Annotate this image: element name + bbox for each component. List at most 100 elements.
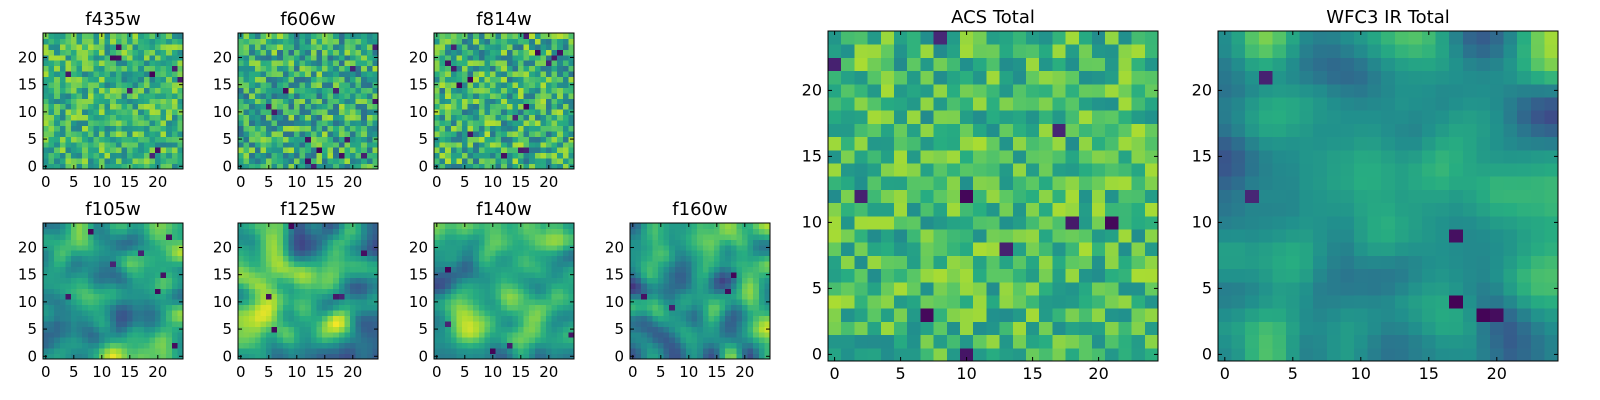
heatmap-cell (434, 348, 441, 355)
heatmap-cell (249, 158, 256, 165)
heatmap-cell (747, 271, 754, 278)
heatmap-cell (450, 223, 457, 229)
heatmap-cell (490, 65, 497, 72)
heatmap-cell (372, 98, 379, 105)
heatmap-cell (495, 87, 502, 94)
heatmap-cell (338, 326, 345, 333)
heatmap-cell (305, 348, 312, 355)
heatmap-cell (702, 326, 709, 333)
heatmap-cell (828, 163, 842, 177)
heatmap-cell (1118, 321, 1133, 336)
heatmap-cell (350, 130, 357, 137)
heatmap-cell (680, 288, 687, 295)
heatmap-cell (652, 261, 659, 268)
heatmap-cell (680, 299, 687, 306)
heatmap-cell (534, 293, 541, 300)
heatmap-cell (160, 152, 167, 159)
heatmap-cell (355, 271, 362, 278)
heatmap-cell (635, 310, 642, 316)
heatmap-cell (155, 98, 162, 105)
heatmap-cell (686, 342, 693, 349)
heatmap-cell (635, 348, 642, 355)
heatmap-cell (104, 342, 111, 349)
y-tick-label: 0 (418, 347, 428, 365)
heatmap-cell (484, 76, 491, 83)
heatmap-cell (518, 331, 525, 338)
heatmap-cell (467, 65, 474, 72)
heatmap-cell (177, 114, 184, 121)
heatmap-cell (557, 250, 564, 257)
heatmap-cell (121, 54, 128, 61)
heatmap-cell (171, 353, 178, 360)
heatmap-cell (160, 326, 167, 333)
heatmap-cell (568, 130, 575, 137)
heatmap-cell (282, 114, 289, 121)
heatmap-cell (646, 326, 653, 333)
heatmap-cell (534, 261, 541, 268)
heatmap-cell (641, 299, 648, 306)
heatmap-cell (663, 315, 670, 322)
heatmap-cell (76, 43, 83, 50)
heatmap-cell (894, 295, 908, 309)
axes-frame (433, 222, 575, 360)
heatmap-cell (82, 92, 89, 99)
heatmap-cell (115, 109, 122, 116)
heatmap-cell (127, 125, 134, 132)
heatmap-cell (155, 130, 162, 137)
heatmap-cell (557, 71, 564, 78)
heatmap-cell (646, 315, 653, 322)
heatmap-cell (680, 353, 687, 360)
heatmap-cell (366, 293, 373, 300)
heatmap-cell (986, 268, 1001, 283)
heatmap-cell (686, 250, 693, 257)
heatmap-cell (568, 348, 575, 355)
heatmap-cell (512, 76, 519, 83)
heatmap-cell (143, 76, 150, 83)
heatmap-cell (1039, 202, 1053, 217)
heatmap-cell (484, 120, 491, 126)
heatmap-cell (166, 109, 173, 116)
heatmap-cell (1026, 308, 1040, 322)
heatmap-cell (310, 120, 317, 126)
heatmap-cell (316, 239, 323, 246)
heatmap-cell (166, 239, 173, 246)
heatmap-cell (714, 288, 721, 295)
panel-title: f140w (476, 199, 531, 220)
heatmap-cell (490, 120, 497, 126)
heatmap-cell (753, 337, 760, 344)
heatmap-cell (166, 92, 173, 99)
heatmap-cell (266, 250, 273, 257)
heatmap-cell (76, 331, 83, 338)
heatmap-cell (540, 315, 547, 322)
heatmap-cell (166, 125, 173, 132)
heatmap-cell (87, 271, 94, 278)
heatmap-cell (758, 277, 765, 284)
heatmap-cell (828, 229, 842, 243)
heatmap-cell (294, 125, 301, 132)
heatmap-cell (43, 60, 50, 67)
heatmap-cell (271, 120, 278, 126)
heatmap-cell (166, 43, 173, 50)
heatmap-cell (115, 304, 122, 311)
heatmap-cell (478, 120, 485, 126)
heatmap-cell (663, 348, 670, 355)
heatmap-cell (439, 152, 446, 159)
heatmap-cell (355, 244, 362, 251)
heatmap-cell (271, 65, 278, 72)
heatmap-cell (557, 92, 564, 99)
heatmap-cell (288, 277, 295, 284)
heatmap-cell (82, 320, 89, 327)
heatmap-cell (59, 261, 66, 268)
panel-title: f814w (476, 9, 531, 30)
heatmap-cell (434, 147, 441, 154)
heatmap-cell (138, 54, 145, 61)
heatmap-cell (439, 120, 446, 126)
heatmap-cell (719, 239, 726, 246)
heatmap-cell (132, 98, 139, 105)
heatmap-cell (534, 342, 541, 349)
heatmap-cell (933, 189, 948, 204)
heatmap-cell (529, 152, 536, 159)
heatmap-cell (132, 54, 139, 61)
heatmap-cell (310, 98, 317, 105)
